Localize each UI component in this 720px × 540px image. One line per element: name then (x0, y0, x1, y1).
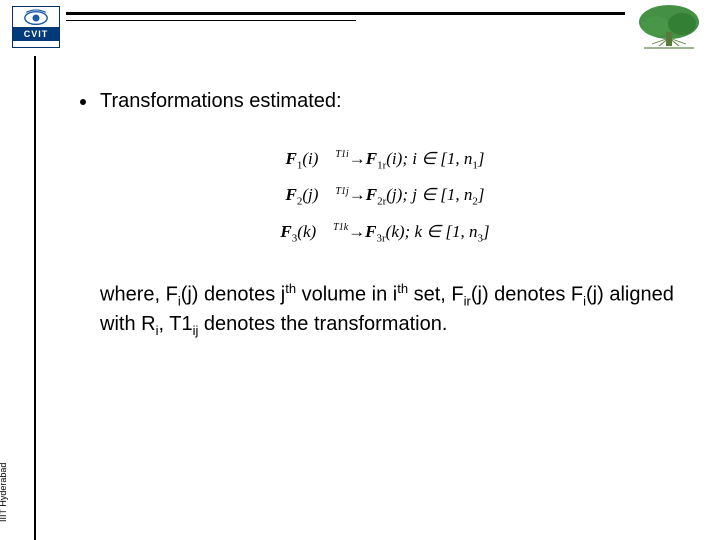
header-rule-thin (66, 20, 356, 21)
cvit-logo-text: CVIT (13, 27, 59, 41)
slide-content: Transformations estimated: F1(i) T1i→F1r… (80, 90, 690, 339)
equation-3: F3(k) T1k→F3r(k); k ∈ [1, n3] (80, 214, 690, 250)
slide-header: CVIT (0, 0, 720, 60)
vertical-divider (34, 56, 36, 540)
institution-label: IIIT Hyderabad (0, 463, 8, 522)
bullet-marker (80, 99, 86, 105)
cvit-logo: CVIT (12, 6, 60, 48)
explanation-paragraph: where, Fi(j) denotes jth volume in ith s… (100, 280, 680, 339)
tree-icon (634, 2, 704, 54)
equations-block: F1(i) T1i→F1r(i); i ∈ [1, n1] F2(j) T1j→… (80, 141, 690, 250)
equation-1: F1(i) T1i→F1r(i); i ∈ [1, n1] (80, 141, 690, 177)
eye-icon (22, 9, 50, 27)
bullet-item: Transformations estimated: (80, 90, 690, 113)
bullet-text: Transformations estimated: (100, 90, 342, 113)
header-rule-thick (66, 12, 625, 15)
equation-2: F2(j) T1j→F2r(j); j ∈ [1, n2] (80, 177, 690, 213)
